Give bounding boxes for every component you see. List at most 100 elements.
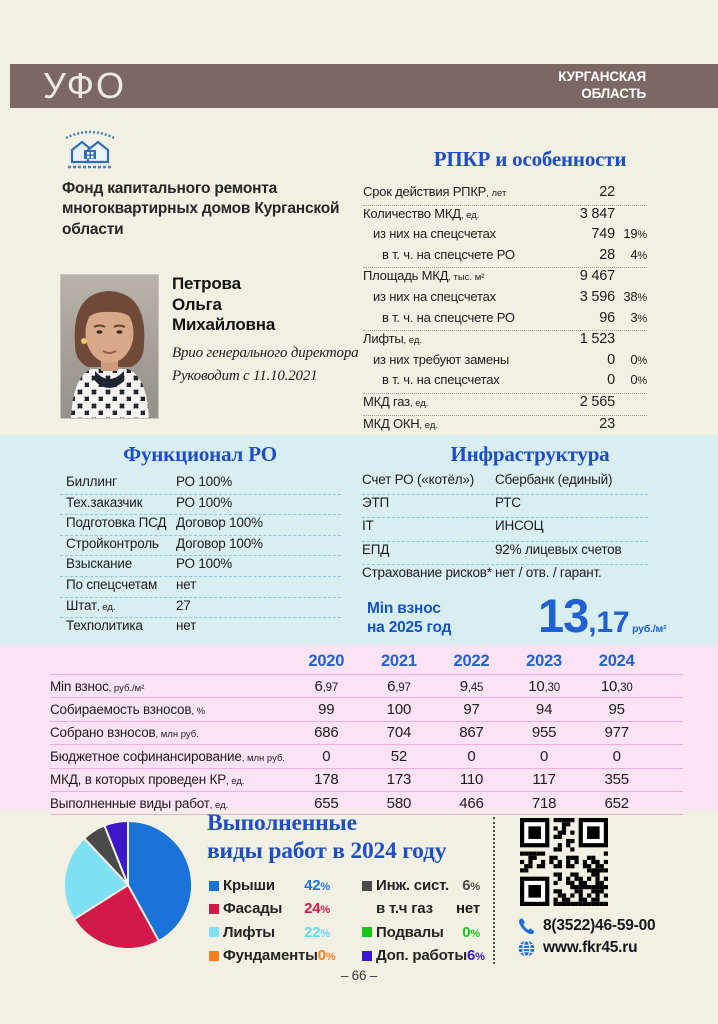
row-label: МКД газ, ед.: [363, 393, 429, 409]
row-percent: 38%: [623, 288, 647, 304]
legend-value: 24%: [304, 900, 330, 918]
row-value: 28: [599, 246, 615, 263]
table-row: Подготовка ПСД Договор 100%: [60, 515, 341, 536]
table-row: ЭТП РТС: [362, 495, 648, 519]
row-value: 0: [322, 747, 331, 765]
row-value: 3 596: [579, 288, 615, 305]
row-value: 52: [390, 747, 408, 765]
row-value: 22: [599, 184, 615, 200]
row-percent: 0%: [630, 372, 647, 388]
row-label: Бюджетное софинансирование, млн руб.: [50, 748, 286, 764]
legend-value: 6%: [462, 877, 480, 895]
row-label: МКД, в которых проведен КР, ед.: [50, 772, 245, 788]
row-value: 110: [459, 771, 484, 789]
row-value: 6,97: [314, 677, 339, 695]
table-row: из них на спецсчетах 3 596 38%: [363, 289, 647, 310]
legend-label: Фундаменты: [223, 947, 318, 965]
row-percent: 3%: [630, 309, 647, 325]
table-row: Штат, ед. 27: [60, 598, 341, 619]
row-value: 173: [386, 771, 412, 789]
table-row: МКД ОКН, ед. 23: [363, 416, 647, 438]
legend-label: Инж. сист.: [376, 877, 449, 895]
row-value: 955: [531, 724, 557, 742]
website-contact: www.fkr45.ru: [517, 938, 638, 958]
row-label: Страхование рисков*: [362, 564, 492, 580]
fund-logo-icon: [58, 128, 122, 176]
federal-district-label: УФО: [43, 65, 127, 106]
legend-value: 22%: [304, 923, 330, 941]
row-label: Тех.заказчик: [66, 494, 143, 510]
row-label: Стройконтроль: [66, 535, 159, 551]
functional-section-title: Функционал РО: [123, 442, 277, 466]
row-label: Собираемость взносов, %: [50, 702, 206, 718]
row-value: нет / отв. / гарант.: [495, 564, 602, 580]
row-value: РО 100%: [176, 556, 233, 572]
legend-value: 6%: [466, 947, 485, 965]
region-name-line1: КУРГАНСКАЯ: [558, 69, 646, 84]
row-value: 0: [607, 372, 615, 389]
row-label: из них на спецсчетах: [373, 226, 496, 242]
row-value: 749: [591, 226, 615, 243]
legend-item: в т.ч газ нет: [362, 897, 480, 920]
director-last-name: Петрова: [172, 274, 241, 293]
row-label: ЕПД: [362, 541, 390, 557]
min-contribution-int: 13: [538, 589, 589, 642]
legend-label: Лифты: [223, 923, 275, 941]
min-contribution-label: Min взнос на 2025 год: [367, 599, 451, 638]
row-value: 27: [176, 597, 191, 613]
website-url[interactable]: www.fkr45.ru: [543, 939, 638, 956]
row-value: РО 100%: [176, 494, 233, 510]
row-value: нет: [176, 618, 197, 634]
row-value: РО 100%: [176, 474, 233, 489]
table-row: Тех.заказчик РО 100%: [60, 495, 341, 516]
works-chart-title: Выполненные виды работ в 2024 году: [207, 810, 507, 865]
phone-contact: 8(3522)46-59-00: [517, 916, 656, 936]
legend-label: в т.ч газ: [376, 900, 433, 918]
table-row: из них на спецсчетах 749 19%: [363, 226, 647, 247]
row-value: 97: [463, 701, 480, 719]
row-label: ЭТП: [362, 495, 390, 511]
row-value: 2 565: [579, 393, 615, 410]
infrastructure-table: Счет РО («котёл») Сбербанк (единый) ЭТП РТС…: [362, 472, 648, 587]
min-contribution-label-line2: на 2025 год: [367, 619, 452, 637]
region-name: КУРГАНСКАЯ ОБЛАСТЬ: [558, 69, 646, 103]
year-column-header: 2024: [598, 651, 635, 670]
row-label: Площадь МКД, тыс. м²: [363, 268, 485, 284]
table-row: Бюджетное софинансирование, млн руб. 0 52 0…: [50, 744, 683, 767]
row-value: РТС: [495, 495, 521, 511]
region-header-bar: УФО КУРГАНСКАЯ ОБЛАСТЬ: [10, 64, 718, 108]
row-value: 0: [540, 747, 549, 765]
table-row: из них требуют замены 0 0%: [363, 352, 647, 373]
row-label: По спецсчетам: [66, 576, 158, 592]
functional-table: Биллинг РО 100% Тех.заказчик РО 100% Подгото…: [60, 474, 341, 638]
table-row: Собираемость взносов, % 99 100 97 94 95: [50, 697, 683, 720]
legend-swatch: [209, 903, 219, 914]
phone-number[interactable]: 8(3522)46-59-00: [543, 917, 656, 934]
year-column-header: 2022: [453, 651, 490, 670]
row-value: Сбербанк (единый): [495, 472, 613, 487]
row-value: 0: [612, 747, 621, 765]
row-value: 580: [386, 794, 412, 812]
page-number: – 66 –: [340, 968, 378, 983]
row-value: 9 467: [579, 268, 615, 285]
rpkr-table: Срок действия РПКР, лет 22 Количество МКД,…: [363, 184, 647, 438]
works-legend-left: Крыши 42% Фасады 24% Лифты 22% Фундаменты 0%: [209, 874, 336, 967]
director-position: Врио генерального директора: [172, 345, 359, 361]
table-row: Биллинг РО 100%: [60, 474, 341, 495]
legend-label: Подвалы: [376, 923, 444, 941]
table-row: Страхование рисков* нет / отв. / гарант.: [362, 565, 648, 587]
row-value: 977: [604, 724, 629, 742]
row-value: 117: [532, 771, 556, 789]
row-value: 718: [531, 794, 557, 812]
table-row: МКД, в которых проведен КР, ед. 178 173 110…: [50, 767, 683, 791]
row-label: из них требуют замены: [373, 351, 510, 367]
row-label: Техполитика: [66, 618, 143, 634]
legend-label: Крыши: [223, 877, 275, 895]
row-value: 655: [314, 794, 339, 812]
row-label: Биллинг: [66, 474, 117, 489]
legend-label: Фасады: [223, 900, 283, 918]
infrastructure-section-title: Инфраструктура: [450, 442, 610, 466]
pie-slice-6: [103, 819, 129, 886]
legend-swatch: [362, 950, 372, 961]
legend-value: 0%: [317, 947, 336, 965]
